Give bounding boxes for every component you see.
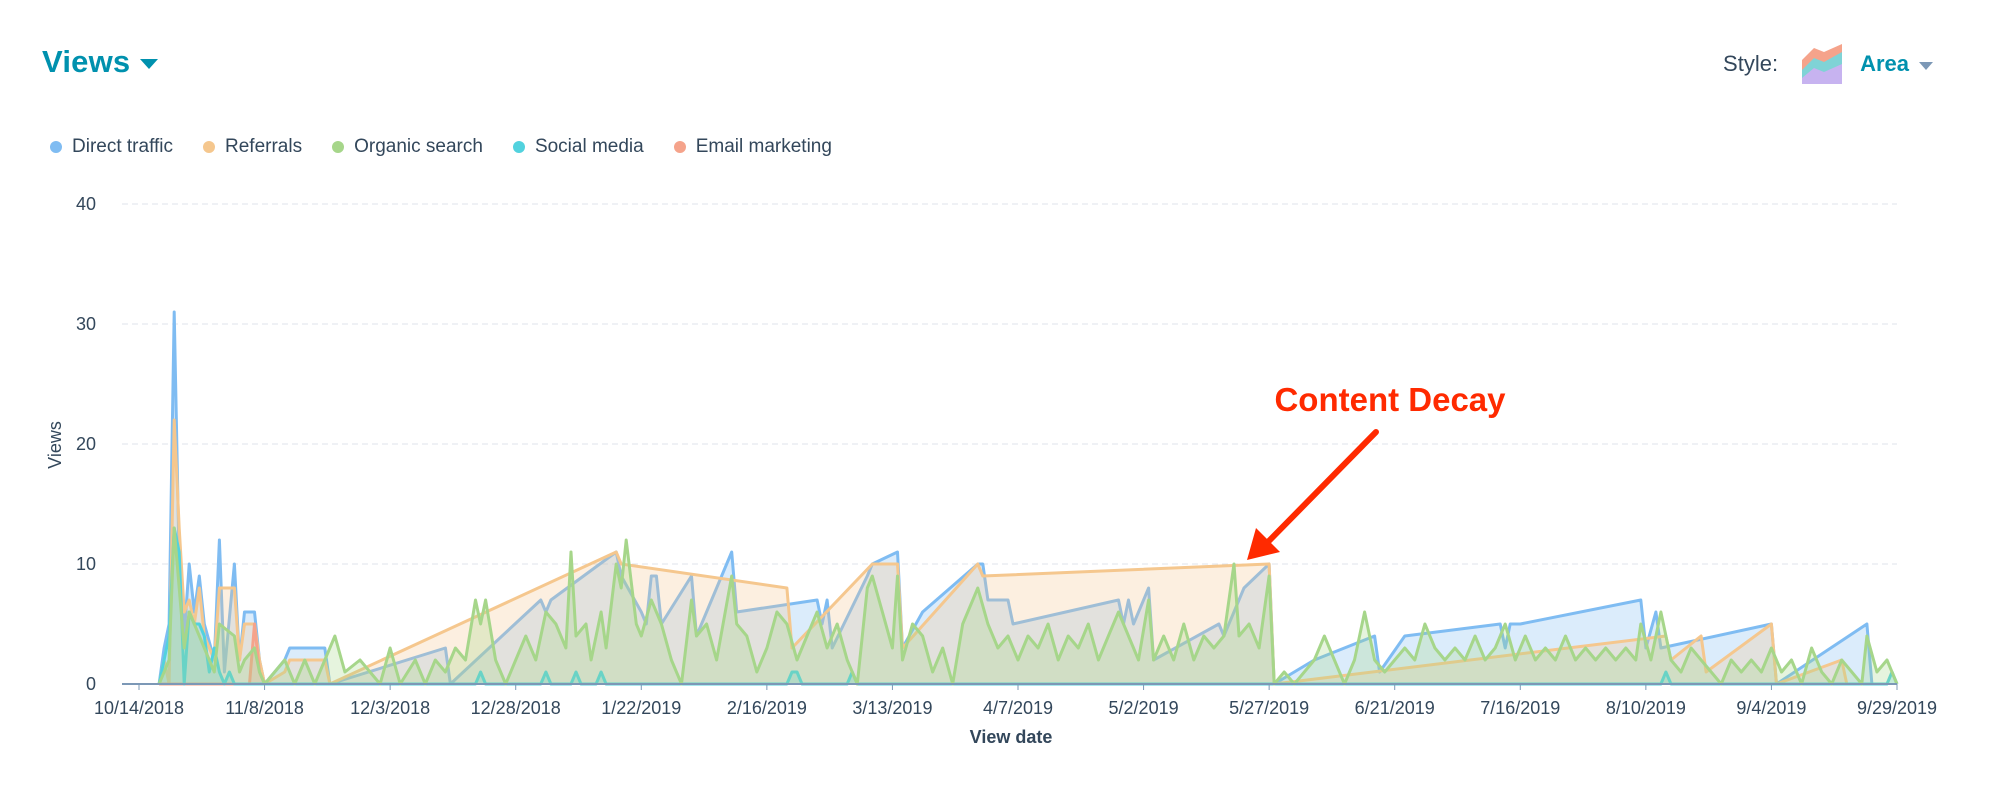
x-axis-title: View date: [970, 727, 1053, 747]
views-dropdown[interactable]: Views: [42, 44, 159, 80]
legend-dot-social: [512, 141, 525, 153]
annotation-label: Content Decay: [1274, 381, 1506, 418]
grid-lines: [122, 203, 1897, 565]
legend-item-referrals[interactable]: Referrals: [203, 136, 302, 158]
x-tick-label: 11/8/2018: [225, 698, 304, 718]
x-tick-label: 12/3/2018: [350, 698, 430, 718]
legend-label-organic: Organic search: [354, 136, 483, 157]
style-label: Style:: [1723, 51, 1779, 76]
style-value: Area: [1860, 51, 1909, 76]
x-tick-label: 2/16/2019: [727, 698, 807, 718]
area-chart-icon: [1802, 44, 1843, 84]
legend: Direct traffic Referrals Organic search …: [50, 136, 862, 158]
y-tick-label: 0: [86, 674, 96, 694]
page-title: Views: [42, 44, 131, 79]
series-area-direct-traffic: [159, 312, 1872, 684]
y-tick-label: 20: [76, 434, 96, 454]
chevron-down-icon: [1919, 61, 1933, 70]
legend-item-social[interactable]: Social media: [512, 136, 644, 158]
y-tick-label: 30: [76, 314, 96, 334]
x-tick-label: 12/28/2018: [471, 698, 561, 718]
x-tick-label: 10/14/2018: [94, 698, 184, 718]
legend-label-social: Social media: [534, 136, 644, 157]
series-line-organic-search: [157, 526, 1899, 686]
axes: 0 10 20 30 40 10/14/2018 11/8/2018 12/3/2018 12/…: [76, 194, 1937, 718]
legend-label-direct: Direct traffic: [72, 136, 174, 157]
x-tick-label: 1/22/2019: [601, 698, 681, 718]
y-axis-title: Views: [45, 421, 65, 469]
x-tick-label: 5/27/2019: [1229, 698, 1309, 718]
x-tick-label: 6/21/2019: [1355, 698, 1435, 718]
legend-item-email[interactable]: Email marketing: [673, 136, 832, 158]
legend-dot-email: [673, 141, 686, 153]
style-selector[interactable]: Style: Area: [1723, 44, 1933, 84]
legend-dot-referrals: [203, 141, 216, 153]
x-tick-label: 7/16/2019: [1480, 698, 1560, 718]
y-tick-label: 40: [76, 194, 96, 214]
x-tick-label: 9/29/2019: [1857, 698, 1937, 718]
annotation-arrow-shaft: [1261, 429, 1379, 549]
legend-label-email: Email marketing: [695, 136, 832, 157]
x-tick-label: 3/13/2019: [852, 698, 932, 718]
legend-dot-direct: [50, 141, 62, 153]
legend-dot-organic: [332, 141, 345, 153]
legend-item-direct[interactable]: Direct traffic: [50, 136, 173, 158]
y-tick-label: 10: [76, 554, 96, 574]
chevron-down-icon: [140, 59, 159, 69]
series-area-organic-search: [159, 528, 1898, 684]
series-area-referrals: [159, 420, 1847, 684]
x-tick-label: 4/7/2019: [983, 698, 1053, 718]
x-tick-label: 9/4/2019: [1736, 698, 1806, 718]
legend-item-organic[interactable]: Organic search: [332, 136, 483, 158]
x-tick-label: 5/2/2019: [1109, 698, 1179, 718]
series-areas: [157, 310, 1899, 686]
legend-label-referrals: Referrals: [225, 136, 303, 157]
x-tick-label: 8/10/2019: [1606, 698, 1686, 718]
annotation-arrow-head: [1247, 528, 1280, 560]
annotation: Content Decay: [1247, 381, 1506, 560]
